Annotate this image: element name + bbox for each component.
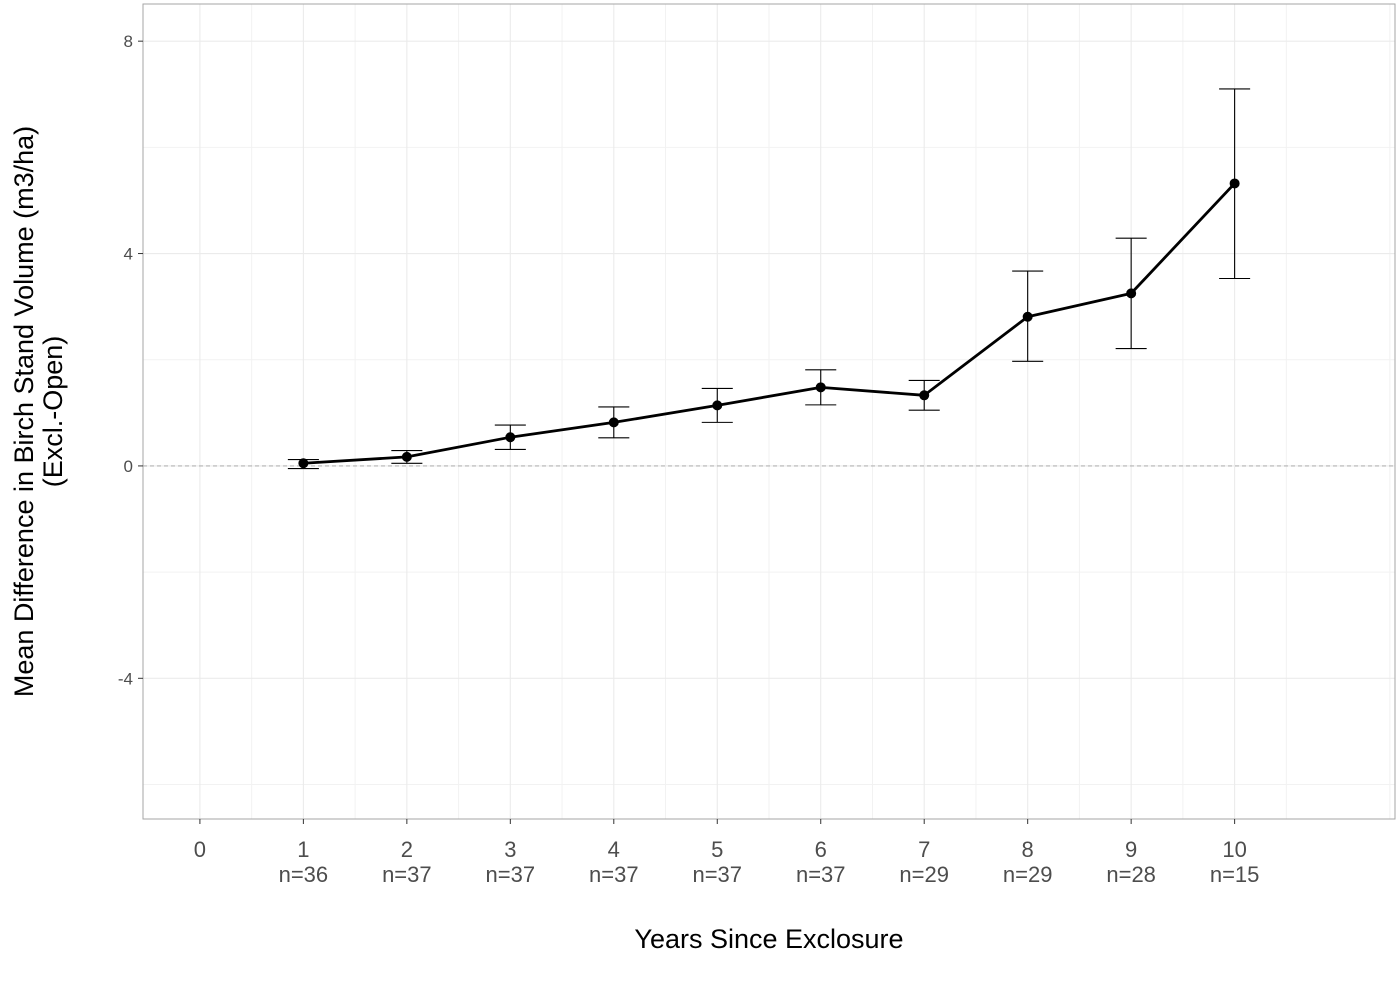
- x-tick-sample-size: n=29: [899, 862, 949, 887]
- x-tick-label: 10: [1222, 837, 1246, 862]
- y-tick-label: -4: [118, 669, 133, 688]
- axes: 0 1n=362n=373n=374n=375n=376n=377n=298n=2…: [118, 32, 1260, 887]
- x-tick-label: 5: [711, 837, 723, 862]
- x-tick-label: 7: [918, 837, 930, 862]
- data-point: [298, 458, 309, 469]
- x-tick-sample-size: n=37: [486, 862, 536, 887]
- plot-panel-border: [142, 3, 1396, 820]
- x-tick-sample-size: n=37: [692, 862, 742, 887]
- x-tick-label: 9: [1125, 837, 1137, 862]
- x-tick-label: 1: [297, 837, 309, 862]
- x-tick-sample-size: n=15: [1210, 862, 1260, 887]
- x-tick-sample-size: n=28: [1106, 862, 1156, 887]
- data-point: [1229, 178, 1240, 189]
- data-point: [608, 417, 619, 428]
- x-tick-label: 8: [1022, 837, 1034, 862]
- y-tick-label: 0: [124, 457, 133, 476]
- y-tick-label: 8: [124, 32, 133, 51]
- series-line: [303, 182, 1236, 465]
- data-point: [815, 382, 826, 393]
- series-layer: [287, 88, 1251, 470]
- y-axis-title: Mean Difference in Birch Stand Volume (m…: [9, 126, 68, 697]
- y-axis-title-line-1: Mean Difference in Birch Stand Volume (m…: [9, 126, 39, 697]
- x-tick-label: 2: [401, 837, 413, 862]
- x-tick-sample-size: n=36: [279, 862, 329, 887]
- data-point: [1022, 311, 1033, 322]
- data-point: [712, 400, 723, 411]
- x-tick-label: 3: [504, 837, 516, 862]
- x-tick-sample-size: n=37: [589, 862, 639, 887]
- data-point: [505, 432, 516, 443]
- x-tick-sample-size: n=37: [382, 862, 432, 887]
- data-point: [401, 451, 412, 462]
- data-point: [1126, 288, 1137, 299]
- x-tick-label: 0: [194, 837, 206, 862]
- x-tick-sample-size: n=29: [1003, 862, 1053, 887]
- x-tick-label: 6: [815, 837, 827, 862]
- y-tick-label: 4: [124, 245, 133, 264]
- x-axis-title: Years Since Exclosure: [634, 924, 903, 954]
- grid-lines: [143, 4, 1395, 819]
- x-tick-sample-size: n=37: [796, 862, 846, 887]
- data-point: [919, 390, 930, 401]
- y-axis-title-line-2: (Excl.-Open): [38, 336, 68, 488]
- x-tick-label: 4: [608, 837, 620, 862]
